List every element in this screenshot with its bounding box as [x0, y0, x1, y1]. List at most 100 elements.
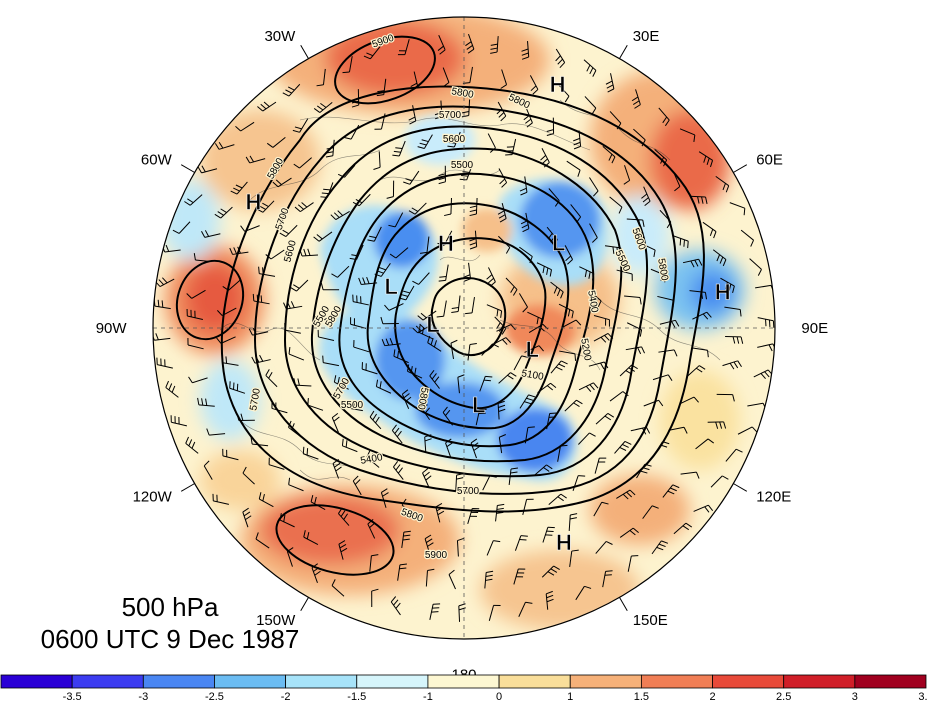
contour-label: 5600 — [443, 134, 466, 145]
wind-barb — [258, 492, 274, 508]
wind-barb — [366, 450, 380, 468]
contour-label: 5700 — [439, 110, 462, 121]
wind-barb — [729, 202, 746, 216]
wind-barb — [363, 45, 381, 60]
wind-barb — [546, 412, 557, 430]
wind-barb — [631, 89, 641, 109]
colorbar-bin — [0, 674, 73, 689]
wind-barb — [257, 101, 277, 112]
wind-barb — [434, 100, 443, 120]
wind-barb — [498, 235, 511, 254]
wind-barb — [573, 130, 582, 150]
contour-label: 5800 — [655, 258, 670, 282]
colorbar-tick-label: 1.5 — [634, 691, 649, 702]
wind-barb — [373, 151, 381, 170]
wind-barb — [435, 503, 445, 523]
wind-barb — [352, 475, 362, 496]
contour-label: 5900 — [425, 550, 448, 561]
valid-time-label: 0600 UTC 9 Dec 1987 — [40, 624, 300, 654]
wind-barb — [221, 355, 239, 366]
wind-barb — [469, 230, 478, 250]
wind-barb — [513, 355, 529, 371]
wind-barb — [442, 67, 450, 88]
colorbar-bin — [142, 674, 215, 689]
wind-barb — [236, 413, 255, 421]
colorbar-tick-label: -3.5 — [63, 691, 82, 702]
wind-barb — [212, 493, 229, 505]
wind-barb — [589, 177, 599, 197]
wind-barb — [550, 360, 568, 374]
wind-barb — [422, 468, 432, 488]
wind-barb — [630, 426, 651, 435]
wind-barb — [757, 317, 775, 328]
wind-barb — [279, 224, 298, 237]
wind-barb — [248, 327, 269, 336]
wind-barb — [255, 532, 270, 549]
wind-barb — [367, 519, 376, 539]
wind-barb — [307, 398, 324, 411]
wind-barb — [399, 285, 415, 301]
wind-barb — [450, 339, 458, 360]
wind-barb — [575, 585, 592, 601]
wind-barb — [389, 247, 409, 259]
wind-barb — [284, 323, 301, 334]
wind-barb — [490, 36, 499, 54]
wind-barb — [650, 268, 667, 283]
lon-label: 90E — [801, 320, 828, 337]
wind-barb — [271, 401, 288, 414]
wind-barb — [342, 56, 353, 74]
wind-barb — [424, 434, 432, 453]
wind-barb — [214, 206, 233, 219]
wind-barb — [369, 554, 379, 572]
wind-barb — [546, 226, 558, 246]
wind-barb — [250, 437, 269, 447]
wind-barb — [186, 308, 204, 321]
wind-barb — [619, 527, 639, 538]
lon-tick — [300, 44, 309, 59]
lon-label: 150E — [633, 612, 668, 629]
wind-barb — [303, 530, 319, 546]
wind-barb — [561, 319, 582, 329]
wind-barb — [557, 84, 570, 103]
wind-barb — [351, 89, 360, 108]
wind-barb — [486, 540, 501, 556]
wind-barb — [662, 484, 680, 498]
wind-barb — [437, 34, 446, 55]
wind-barb — [424, 534, 434, 555]
colorbar-bin — [427, 674, 500, 689]
wind-barb — [384, 303, 404, 311]
wind-barb — [197, 397, 215, 407]
wind-barb — [302, 446, 319, 460]
wind-barb — [283, 301, 303, 310]
wind-barb — [633, 128, 646, 147]
wind-barb — [184, 194, 203, 206]
wind-barb — [519, 246, 533, 264]
wind-barb — [514, 535, 528, 551]
wind-barb — [165, 380, 179, 398]
wind-barb — [488, 604, 501, 621]
wind-barb — [725, 335, 744, 344]
wind-barb — [420, 400, 431, 421]
wind-barb — [564, 245, 574, 265]
wind-barb — [325, 139, 335, 158]
wind-barb — [170, 415, 187, 427]
wind-barb — [520, 212, 530, 233]
wind-barb — [391, 424, 403, 444]
wind-barb — [455, 473, 464, 492]
wind-barb — [496, 101, 507, 122]
wind-barb — [519, 394, 536, 409]
wind-barb — [216, 336, 236, 344]
high-center-label: H — [715, 280, 731, 305]
colorbar-tick-label: -2.5 — [205, 691, 224, 702]
colorbar-bin — [854, 674, 927, 689]
wind-barb — [518, 601, 533, 617]
wind-barb — [380, 488, 389, 508]
wind-barb — [469, 198, 478, 217]
wind-barb — [689, 290, 708, 300]
wind-barb — [316, 68, 326, 87]
wind-barb — [527, 311, 543, 326]
wind-barb — [523, 107, 533, 128]
wind-barb — [578, 432, 596, 445]
wind-barb — [410, 71, 419, 91]
